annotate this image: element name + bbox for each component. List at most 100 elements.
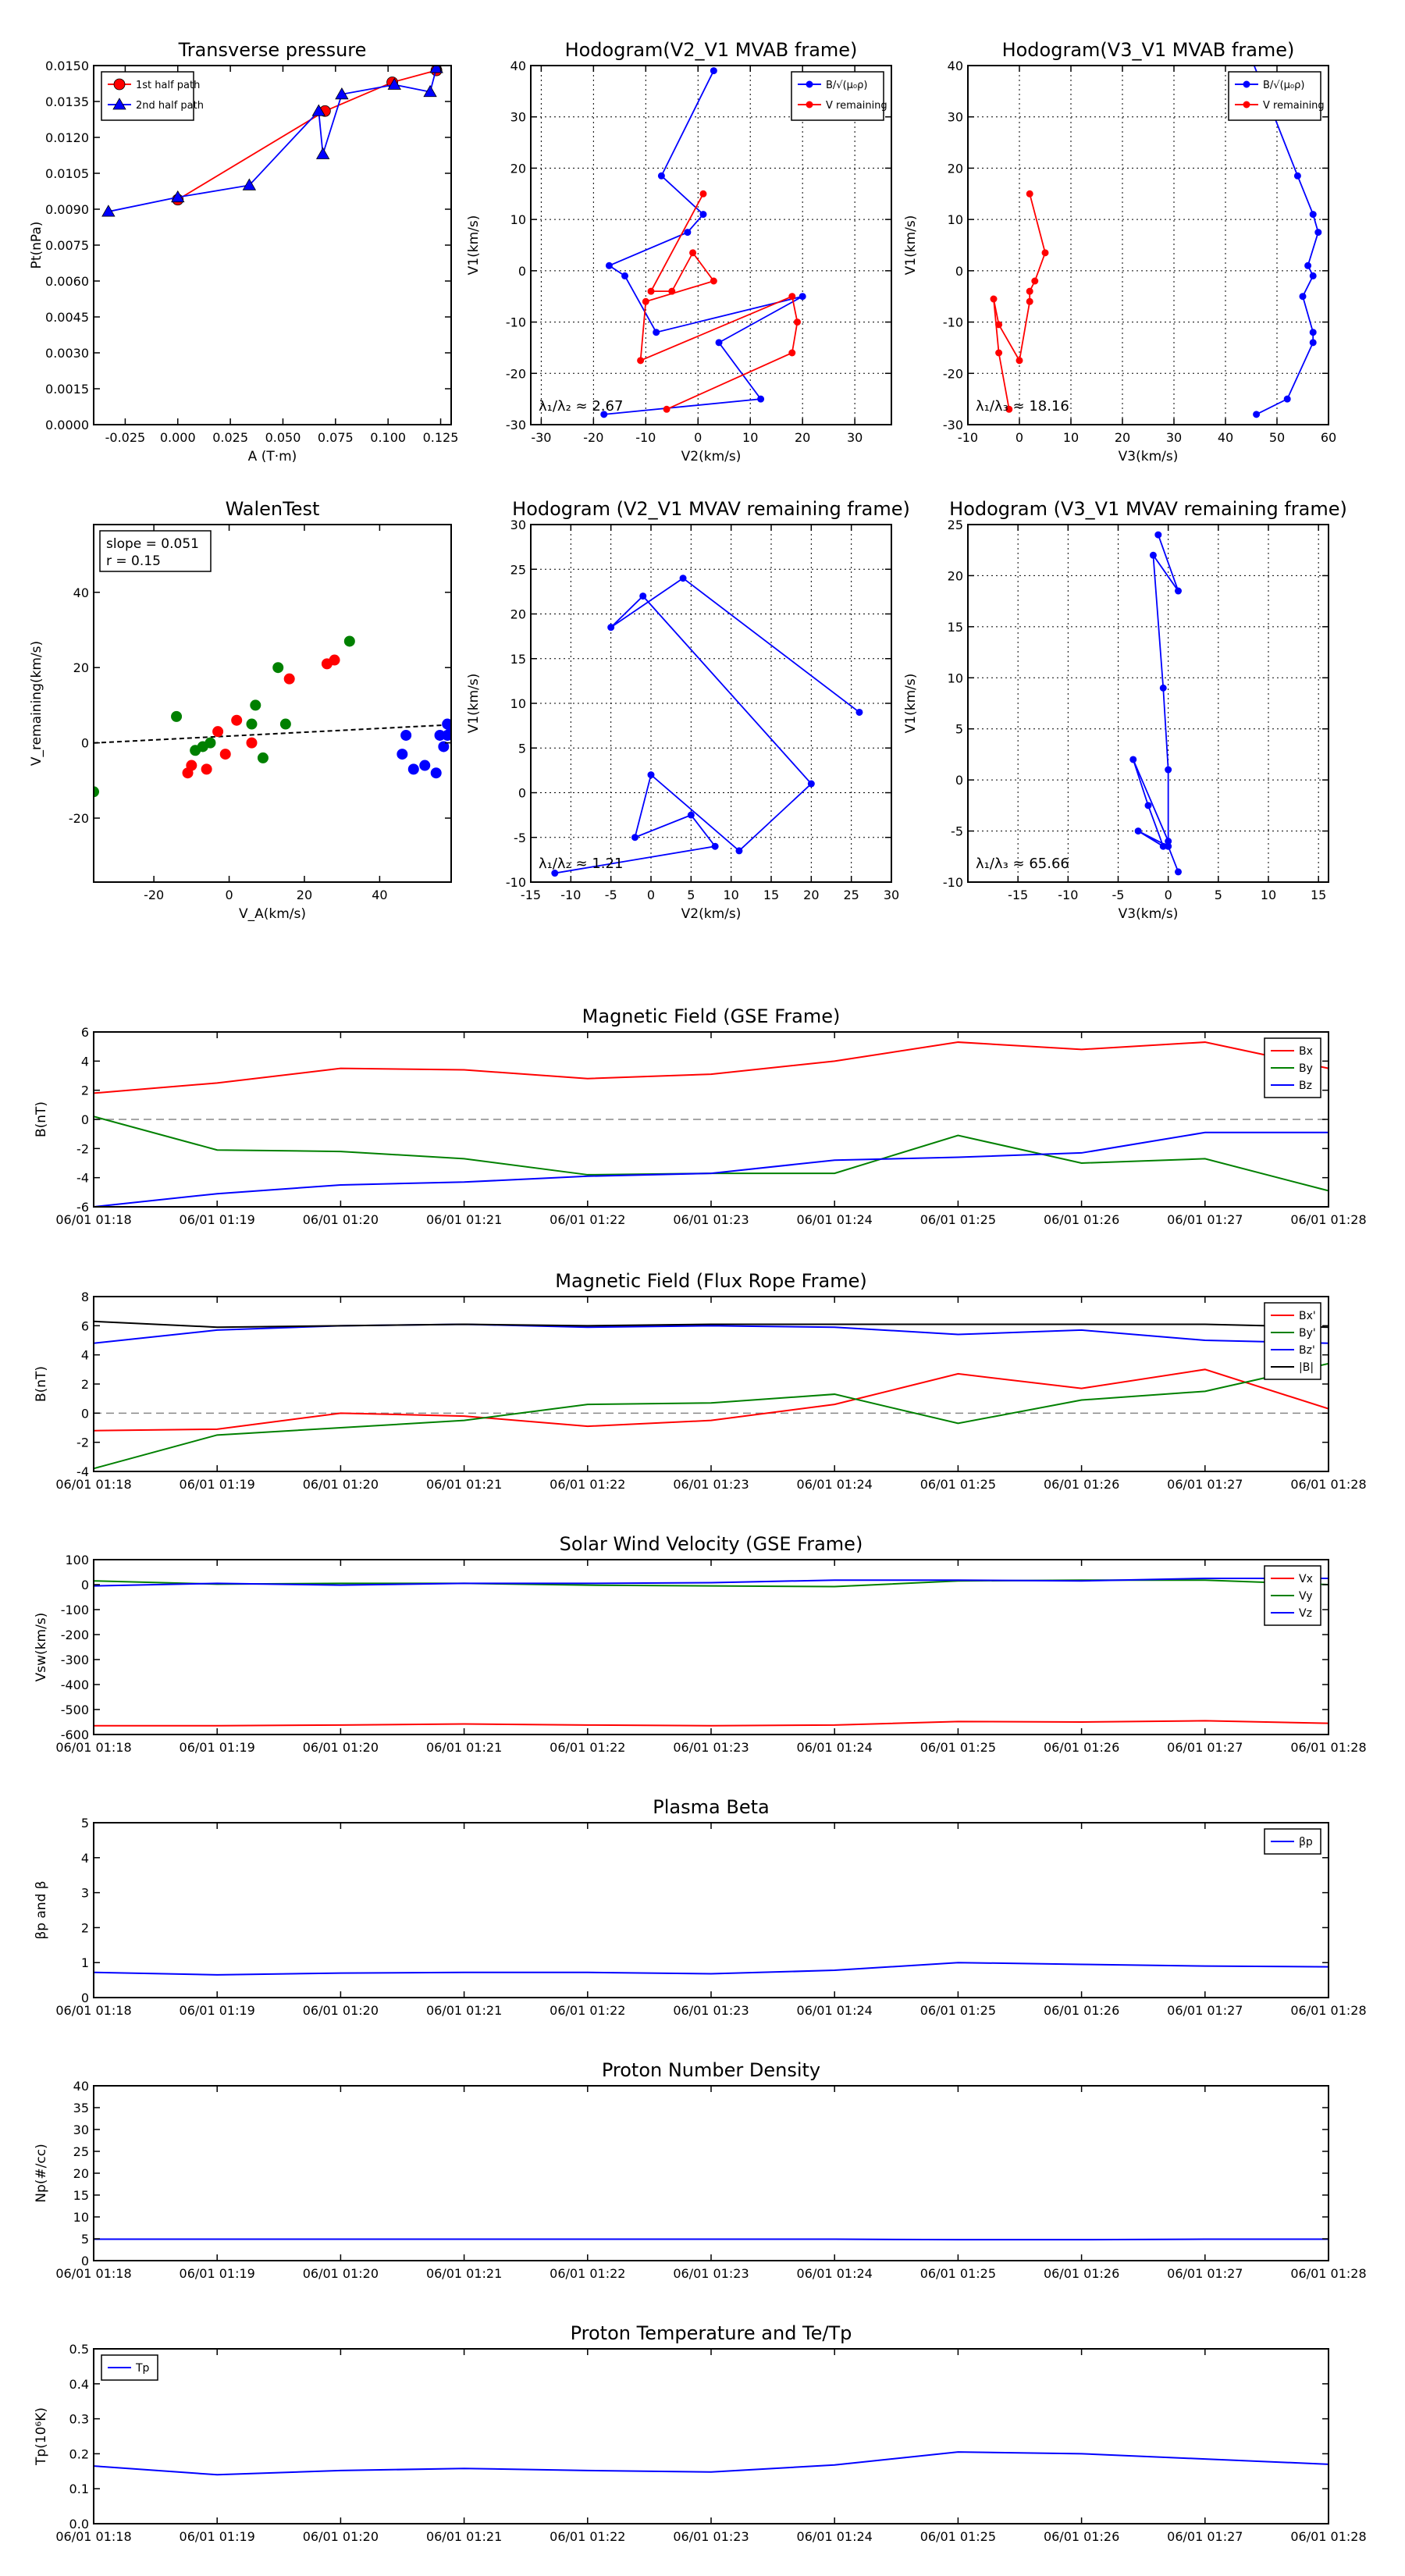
series-Vz bbox=[94, 1578, 1329, 1587]
y-tick-label: 0.0090 bbox=[45, 202, 89, 217]
data-point bbox=[283, 673, 295, 685]
x-tick-label: 0 bbox=[1165, 888, 1172, 902]
data-point bbox=[407, 763, 419, 775]
data-point bbox=[387, 77, 401, 90]
x-tick-label: 0.025 bbox=[212, 430, 248, 445]
data-point bbox=[1031, 277, 1039, 285]
series-V remaining bbox=[637, 190, 801, 413]
x-tick-label: 06/01 01:24 bbox=[797, 2266, 873, 2281]
chart-mag_fr: Magnetic Field (Flux Rope Frame) 06/01 01… bbox=[34, 1270, 1367, 1492]
legend-label: By' bbox=[1299, 1327, 1316, 1340]
chart-walen: WalenTest -20 0 20 40 -20 0 20 40 V_A(km/s) V_rema… bbox=[29, 498, 452, 922]
data-point bbox=[642, 297, 649, 305]
data-point bbox=[279, 718, 291, 730]
y-tick-label: 20 bbox=[510, 161, 526, 176]
legend: βp bbox=[1264, 1828, 1321, 1855]
y-tick-label: -5 bbox=[951, 824, 963, 839]
data-point bbox=[715, 339, 723, 347]
data-point bbox=[246, 718, 258, 730]
x-axis-label: V3(km/s) bbox=[1119, 449, 1179, 464]
x-tick-label: 06/01 01:22 bbox=[550, 1740, 625, 1755]
x-tick-label: 30 bbox=[1166, 430, 1182, 445]
y-tick-label: 30 bbox=[510, 518, 526, 532]
legend: Tp bbox=[101, 2354, 158, 2381]
x-tick-label: 06/01 01:21 bbox=[426, 1477, 502, 1492]
data-point bbox=[397, 749, 408, 760]
y-axis-label: Vsw(km/s) bbox=[34, 1613, 49, 1682]
x-tick-label: 06/01 01:18 bbox=[55, 2003, 131, 2018]
y-tick-label: 0.0015 bbox=[45, 382, 89, 397]
y-tick-label: 40 bbox=[73, 585, 89, 600]
x-tick-label: 06/01 01:18 bbox=[55, 1477, 131, 1492]
x-tick-label: 0.100 bbox=[370, 430, 406, 445]
chart-h4: Hodogram (V3_V1 MVAV remaining frame) -15… bbox=[903, 498, 1347, 922]
data-point bbox=[647, 771, 655, 779]
x-tick-label: 06/01 01:18 bbox=[55, 1212, 131, 1227]
x-tick-label: 20 bbox=[1115, 430, 1130, 445]
x-tick-label: 06/01 01:20 bbox=[303, 2529, 379, 2544]
legend-marker bbox=[112, 98, 126, 110]
y-axis-label: V_remaining(km/s) bbox=[29, 641, 44, 766]
x-tick-label: 06/01 01:26 bbox=[1044, 1477, 1119, 1492]
x-tick-label: 06/01 01:23 bbox=[673, 2266, 749, 2281]
x-tick-label: 06/01 01:22 bbox=[550, 1212, 625, 1227]
series-line bbox=[94, 1720, 1329, 1727]
y-tick-label: 0 bbox=[955, 773, 963, 788]
legend-label: B/√(μ₀ρ) bbox=[1263, 80, 1304, 91]
y-tick-label: 0 bbox=[518, 264, 526, 279]
data-point bbox=[1304, 262, 1312, 269]
chart-tp: Transverse pressure -0.025 0.000 0.025 0.050… bbox=[29, 39, 458, 464]
chart-h2: Hodogram(V3_V1 MVAB frame) -10 0 10 20 30 40 50… bbox=[903, 39, 1336, 464]
chart-title: Plasma Beta bbox=[653, 1796, 769, 1818]
series-line bbox=[94, 1362, 1329, 1470]
x-tick-label: 06/01 01:25 bbox=[920, 1740, 996, 1755]
chart-annotation: λ₁/λ₂ ≈ 2.67 bbox=[539, 398, 623, 415]
y-tick-label: 30 bbox=[73, 2122, 89, 2137]
chart-title: Hodogram(V3_V1 MVAB frame) bbox=[1002, 39, 1295, 61]
x-tick-label: 06/01 01:20 bbox=[303, 2266, 379, 2281]
series-green bbox=[94, 635, 355, 798]
data-point bbox=[711, 842, 719, 850]
legend-marker bbox=[1243, 80, 1250, 88]
y-tick-label: -30 bbox=[506, 418, 526, 432]
data-point bbox=[710, 67, 717, 75]
data-point bbox=[687, 811, 695, 819]
legend-label: βp bbox=[1299, 1836, 1313, 1848]
series-line bbox=[94, 1041, 1329, 1094]
chart-title: Hodogram(V2_V1 MVAB frame) bbox=[565, 39, 858, 61]
y-tick-label: 15 bbox=[73, 2188, 89, 2203]
x-tick-label: 20 bbox=[795, 430, 810, 445]
y-tick-label: 0 bbox=[81, 1406, 89, 1421]
x-tick-label: 0.125 bbox=[423, 430, 459, 445]
y-tick-label: 4 bbox=[81, 1348, 89, 1363]
x-tick-label: 10 bbox=[723, 888, 738, 902]
data-point bbox=[621, 272, 629, 279]
x-axis-label: V2(km/s) bbox=[681, 906, 742, 922]
y-tick-label: -20 bbox=[506, 366, 526, 381]
chart-title: Solar Wind Velocity (GSE Frame) bbox=[560, 1533, 863, 1555]
data-point bbox=[212, 726, 224, 738]
data-point bbox=[219, 749, 231, 760]
data-point bbox=[710, 277, 717, 285]
x-tick-label: -30 bbox=[531, 430, 551, 445]
y-tick-label: 0.2 bbox=[69, 2446, 89, 2461]
series-line bbox=[94, 1578, 1329, 1587]
stats-text: r = 0.15 bbox=[106, 553, 161, 569]
y-tick-label: 4 bbox=[81, 1851, 89, 1866]
y-axis-label: βp and β bbox=[34, 1880, 49, 1939]
x-tick-label: 06/01 01:20 bbox=[303, 1477, 379, 1492]
y-tick-label: 0.0105 bbox=[45, 166, 89, 181]
legend-label: Bx' bbox=[1299, 1310, 1316, 1322]
data-point bbox=[242, 178, 257, 190]
y-tick-label: 0.1 bbox=[69, 2482, 89, 2496]
y-axis-label: B(nT) bbox=[34, 1366, 49, 1402]
legend-label: Bz bbox=[1299, 1080, 1312, 1092]
x-tick-label: 20 bbox=[297, 888, 312, 902]
chart-title: Hodogram (V2_V1 MVAV remaining frame) bbox=[512, 498, 910, 520]
series-line bbox=[94, 1962, 1329, 1976]
series-Tp bbox=[94, 2451, 1329, 2476]
series-line bbox=[1132, 534, 1179, 873]
series-By' bbox=[94, 1362, 1329, 1470]
x-tick-label: 06/01 01:19 bbox=[180, 2529, 255, 2544]
x-tick-label: 06/01 01:21 bbox=[426, 1212, 502, 1227]
